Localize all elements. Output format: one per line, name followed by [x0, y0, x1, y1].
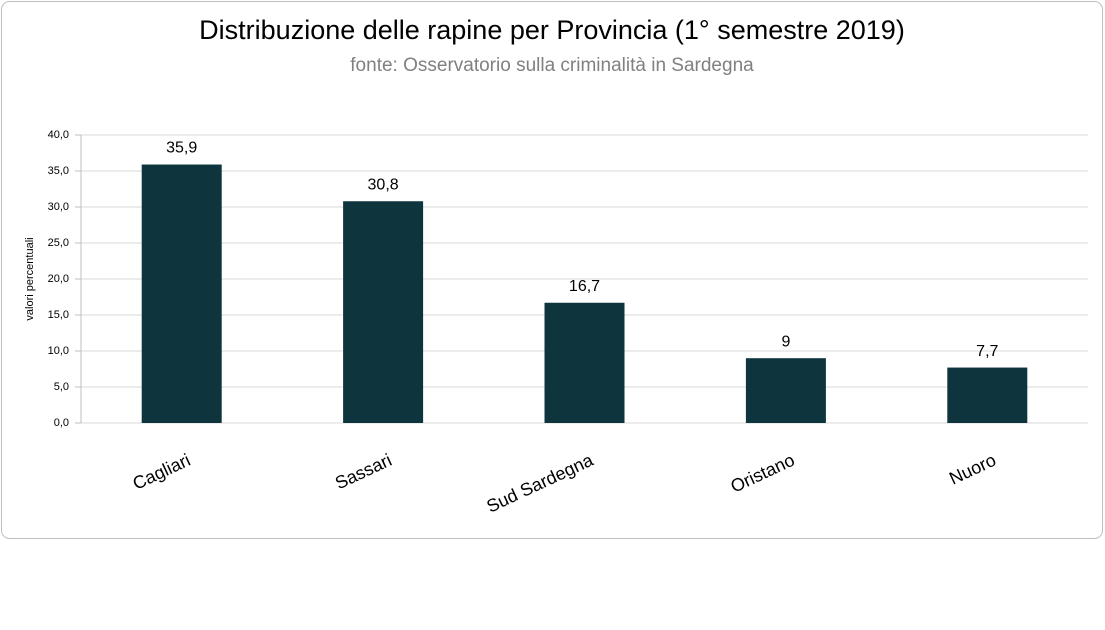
- chart-subtitle: fonte: Osservatorio sulla criminalità in…: [350, 55, 754, 76]
- y-tick-label: 25,0: [48, 237, 69, 249]
- value-label: 9: [781, 333, 790, 350]
- value-label: 7,7: [976, 343, 998, 360]
- chart-title: Distribuzione delle rapine per Provincia…: [199, 15, 905, 45]
- y-tick-label: 20,0: [48, 273, 69, 285]
- bar: [947, 367, 1028, 423]
- y-axis-label: valori percentuali: [24, 237, 36, 320]
- value-label: 30,8: [368, 176, 399, 193]
- bar: [745, 358, 826, 423]
- y-tick-label: 5,0: [54, 381, 69, 393]
- chart-frame: [1, 1, 1103, 539]
- y-tick-label: 0,0: [54, 417, 69, 429]
- y-tick-label: 40,0: [48, 129, 69, 141]
- bar: [343, 201, 424, 423]
- bar: [544, 302, 625, 423]
- y-tick-label: 10,0: [48, 345, 69, 357]
- value-label: 16,7: [569, 278, 600, 295]
- y-tick-label: 15,0: [48, 309, 69, 321]
- y-tick-label: 35,0: [48, 165, 69, 177]
- bar: [141, 164, 222, 423]
- y-tick-label: 30,0: [48, 201, 69, 213]
- value-label: 35,9: [166, 140, 197, 157]
